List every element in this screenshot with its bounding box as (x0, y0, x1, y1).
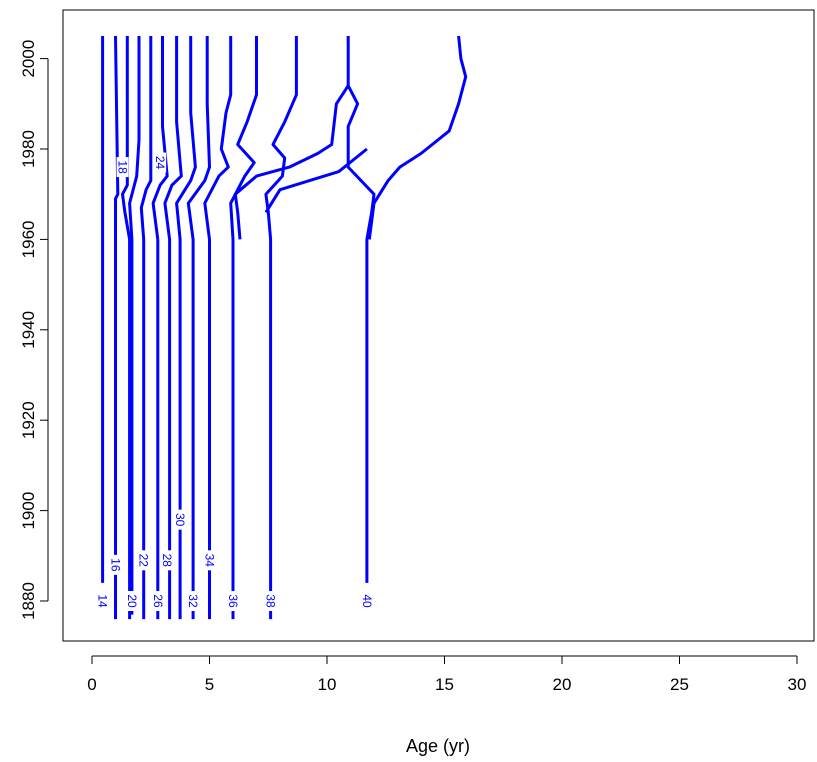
contour-line (128, 36, 141, 615)
x-tick-label: 5 (205, 675, 214, 694)
contour-label: 18 (116, 160, 130, 174)
contour-label: 28 (160, 554, 174, 568)
contour-label-background (227, 591, 239, 611)
contour-label: 32 (186, 594, 200, 608)
y-tick-label: 1960 (19, 220, 38, 258)
x-tick-label: 0 (87, 675, 96, 694)
contour-label-background (264, 591, 277, 611)
contour-line (121, 36, 132, 620)
y-axis: 1880 1900 1920 1940 1960 1980 2000 (19, 40, 49, 620)
y-tick-label: 1880 (19, 582, 38, 620)
y-tick-label: 2000 (19, 40, 38, 78)
contour-label-background (116, 157, 129, 178)
contour-label-background (125, 591, 138, 611)
contour-label-background (151, 591, 164, 611)
y-tick-label: 1900 (19, 492, 38, 530)
contour-line (186, 36, 211, 620)
y-tick-label: 1920 (19, 401, 38, 439)
contour-line (264, 36, 298, 620)
x-tick-label: 20 (553, 675, 572, 694)
x-tick-label: 10 (318, 675, 337, 694)
contour-label: 34 (203, 554, 217, 568)
contour-lines (101, 35, 468, 620)
contour-line (367, 35, 468, 240)
contour-label: 40 (360, 594, 374, 608)
contour-label-background (203, 550, 216, 571)
contour-labels: 14 16 18 20 22 24 26 28 30 32 34 36 38 40 (96, 152, 374, 611)
contour-label: 20 (125, 594, 139, 608)
contour-label-background (161, 550, 174, 571)
x-tick-label: 15 (435, 675, 454, 694)
contour-label-background (109, 554, 122, 575)
contour-label: 24 (153, 156, 167, 170)
contour-label-background (96, 591, 109, 611)
contour-line (163, 36, 183, 620)
contour-line (264, 147, 368, 214)
plot-frame (62, 9, 815, 642)
contour-label: 14 (96, 594, 110, 608)
contour-label: 22 (137, 554, 151, 568)
contour-label: 16 (109, 558, 123, 572)
contour-label: 36 (226, 594, 240, 608)
contour-label-background (360, 591, 373, 611)
contour-label: 26 (151, 594, 165, 608)
contour-line (151, 36, 169, 240)
contour-label: 30 (173, 513, 187, 527)
y-tick-label: 1980 (19, 130, 38, 168)
contour-label-background (174, 509, 187, 530)
x-tick-label: 30 (788, 675, 807, 694)
y-tick-label: 1940 (19, 311, 38, 349)
contour-label-background (154, 152, 167, 173)
contour-line (139, 36, 153, 620)
x-tick-label: 25 (670, 675, 689, 694)
contour-line (203, 36, 233, 620)
contour-label-background (137, 550, 150, 571)
contour-line (346, 36, 376, 583)
x-axis: 0 5 10 15 20 25 30 (87, 655, 807, 694)
contour-label: 38 (264, 594, 278, 608)
x-axis-title: Age (yr) (406, 736, 470, 756)
contour-line (175, 36, 197, 620)
contour-line (233, 84, 350, 240)
contour-line (229, 36, 258, 620)
contour-label-background (187, 591, 200, 611)
contour-line (114, 35, 120, 620)
